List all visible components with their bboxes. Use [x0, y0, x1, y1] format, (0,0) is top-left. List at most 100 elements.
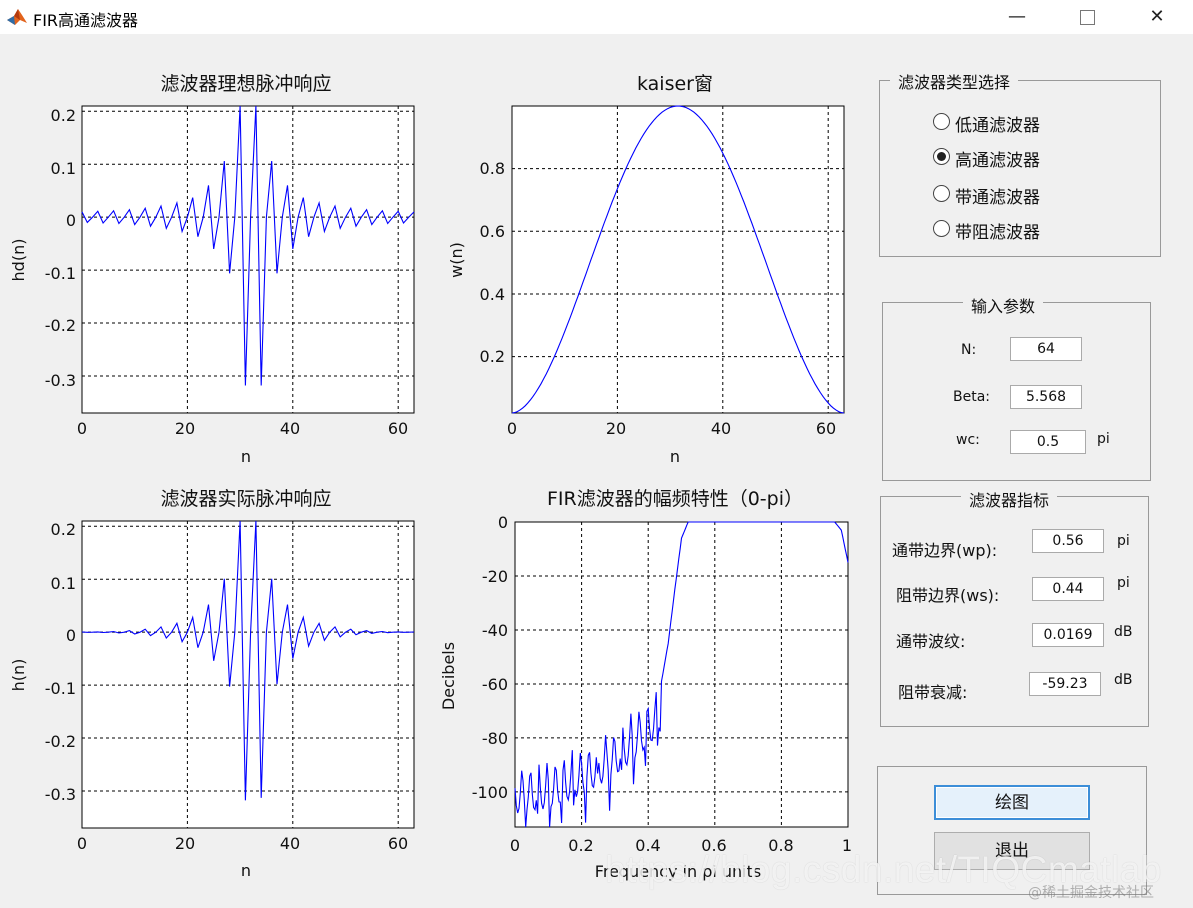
filter-metrics-panel-title: 滤波器指标 — [961, 487, 1058, 511]
plot-magnitude-xtick: 0 — [510, 836, 520, 855]
beta-label: Beta: — [953, 389, 991, 405]
plot-h-ytick: -0.2 — [45, 732, 76, 751]
plot-h-line — [81, 520, 415, 801]
buttons-panel — [877, 766, 1147, 895]
plot-hd-xtick: 20 — [175, 419, 195, 438]
plot-magnitude-ytick: -100 — [472, 783, 508, 802]
plot-magnitude-axes — [514, 521, 849, 828]
plot-window-title: kaiser窗 — [637, 73, 713, 95]
radio-bandstop-label[interactable]: 带阻滤波器 — [955, 223, 1040, 243]
plot-window-xlabel: n — [670, 447, 680, 466]
watermark-community: @稀土掘金技术社区 — [1028, 885, 1154, 901]
plot-h-ytick: 0 — [66, 626, 76, 645]
ws-value[interactable]: 0.44 — [1032, 577, 1104, 601]
close-icon: ✕ — [1149, 6, 1165, 27]
plot-magnitude-ytick: -20 — [482, 567, 508, 586]
close-button[interactable]: ✕ — [1134, 0, 1180, 34]
watermark-url: https://blog.csdn.net/TIQCmatlab — [605, 849, 1162, 890]
plot-window-xtick: 20 — [606, 419, 626, 438]
plot-h-ytick: -0.1 — [45, 679, 76, 698]
ripple-unit: dB — [1114, 624, 1133, 640]
ripple-value[interactable]: 0.0169 — [1032, 623, 1104, 647]
plot-h-title: 滤波器实际脉冲响应 — [160, 488, 331, 510]
plot-hd-line — [81, 105, 415, 386]
ws-unit: pi — [1117, 575, 1130, 591]
radio-highpass-indicator[interactable] — [933, 148, 950, 165]
radio-lowpass-label[interactable]: 低通滤波器 — [955, 116, 1040, 136]
maximize-button[interactable] — [1064, 0, 1110, 34]
window-titlebar: FIR高通滤波器 — ✕ — [0, 0, 1193, 34]
n-label: N: — [961, 342, 977, 358]
plot-hd-grid — [82, 106, 414, 413]
input-params-panel: 输入参数 N: 64 Beta: 5.568 wc: 0.5 pi — [882, 293, 1151, 481]
plot-window-xtick: 40 — [711, 419, 731, 438]
plot-hd-ylabel: hd(n) — [9, 239, 28, 282]
plot-h-xlabel: n — [241, 861, 251, 880]
atten-value[interactable]: -59.23 — [1029, 672, 1101, 696]
minimize-icon: — — [1008, 6, 1026, 27]
plot-window-ylabel: w(n) — [447, 242, 466, 278]
wc-input[interactable]: 0.5 — [1010, 430, 1086, 454]
plot-magnitude-ytick: -60 — [482, 675, 508, 694]
filter-type-panel: 滤波器类型选择 低通滤波器 高通滤波器 带通滤波器 带阻滤波器 — [879, 69, 1161, 257]
filter-metrics-panel: 滤波器指标 通带边界(wp): 0.56 pi 阻带边界(ws): 0.44 p… — [880, 487, 1149, 727]
plot-hd: 滤波器理想脉冲响应 0 20 40 60 0.2 0.1 0 -0.1 -0.2… — [9, 73, 415, 466]
plot-magnitude-ylabel: Decibels — [439, 642, 458, 710]
plot-h-ytick: 0.1 — [51, 574, 76, 593]
plot-magnitude-ytick: -40 — [482, 621, 508, 640]
ws-label: 阻带边界(ws): — [896, 586, 1000, 605]
plot-hd-ytick: 0 — [66, 211, 76, 230]
radio-highpass-label[interactable]: 高通滤波器 — [955, 151, 1040, 171]
plot-h-ylabel: h(n) — [9, 659, 28, 692]
plot-magnitude-xtick: 1 — [842, 836, 852, 855]
plot-window: kaiser窗 0 20 40 60 0.8 0.6 0.4 0.2 n w(n… — [447, 73, 845, 466]
draw-button[interactable]: 绘图 — [934, 785, 1090, 820]
plot-magnitude-xtick: 0.2 — [568, 836, 593, 855]
plot-window-ytick: 0.6 — [480, 222, 505, 241]
exit-button[interactable]: 退出 — [934, 832, 1090, 870]
plot-window-xtick: 60 — [816, 419, 836, 438]
plot-hd-ytick: -0.3 — [45, 371, 76, 390]
window-title: FIR高通滤波器 — [33, 11, 139, 30]
plot-magnitude: FIR滤波器的幅频特性（0-pi） 0 0.2 0.4 0.6 0.8 1 0 … — [439, 488, 852, 881]
plot-h-ytick: -0.3 — [45, 785, 76, 804]
n-input[interactable]: 64 — [1010, 337, 1082, 361]
plot-hd-ytick: -0.1 — [45, 264, 76, 283]
beta-input[interactable]: 5.568 — [1010, 385, 1082, 409]
wp-value[interactable]: 0.56 — [1032, 529, 1104, 553]
wc-label: wc: — [956, 432, 980, 448]
radio-bandpass-label[interactable]: 带通滤波器 — [955, 188, 1040, 208]
wp-label: 通带边界(wp): — [892, 541, 998, 560]
plot-magnitude-line — [514, 521, 849, 828]
atten-label: 阻带衰减: — [898, 683, 968, 702]
plot-window-ytick: 0.8 — [480, 159, 505, 178]
plot-h-ytick: 0.2 — [51, 520, 76, 539]
plot-hd-ytick: 0.2 — [51, 106, 76, 125]
radio-lowpass-indicator[interactable] — [933, 113, 950, 130]
atten-unit: dB — [1114, 672, 1133, 688]
filter-type-panel-title: 滤波器类型选择 — [890, 69, 1019, 93]
plot-window-axes — [511, 105, 845, 414]
plot-h-grid — [82, 521, 414, 828]
ripple-label: 通带波纹: — [896, 632, 966, 651]
plot-h: 滤波器实际脉冲响应 0 20 40 60 0.2 0.1 0 -0.1 -0.2… — [9, 488, 415, 880]
plot-magnitude-xtick: 0.8 — [768, 836, 793, 855]
maximize-icon — [1079, 9, 1095, 25]
plot-window-curve — [511, 105, 845, 414]
plot-window-xtick: 0 — [507, 419, 517, 438]
radio-bandpass-indicator[interactable] — [933, 185, 950, 202]
plot-hd-ytick: 0.1 — [51, 159, 76, 178]
wp-unit: pi — [1117, 533, 1130, 549]
minimize-button[interactable]: — — [994, 0, 1040, 34]
plot-hd-axes — [81, 105, 415, 414]
plot-window-ytick: 0.2 — [480, 347, 505, 366]
plot-h-xtick: 40 — [280, 834, 300, 853]
plot-window-grid — [512, 106, 844, 413]
plots-area: 滤波器理想脉冲响应 0 20 40 60 0.2 0.1 0 -0.1 -0.2… — [9, 73, 852, 881]
plot-hd-xtick: 0 — [77, 419, 87, 438]
plot-hd-xlabel: n — [241, 447, 251, 466]
plot-h-axes — [81, 520, 415, 829]
radio-bandstop-indicator[interactable] — [933, 220, 950, 237]
plot-hd-title: 滤波器理想脉冲响应 — [160, 73, 331, 95]
plot-magnitude-xtick: 0.6 — [701, 836, 726, 855]
